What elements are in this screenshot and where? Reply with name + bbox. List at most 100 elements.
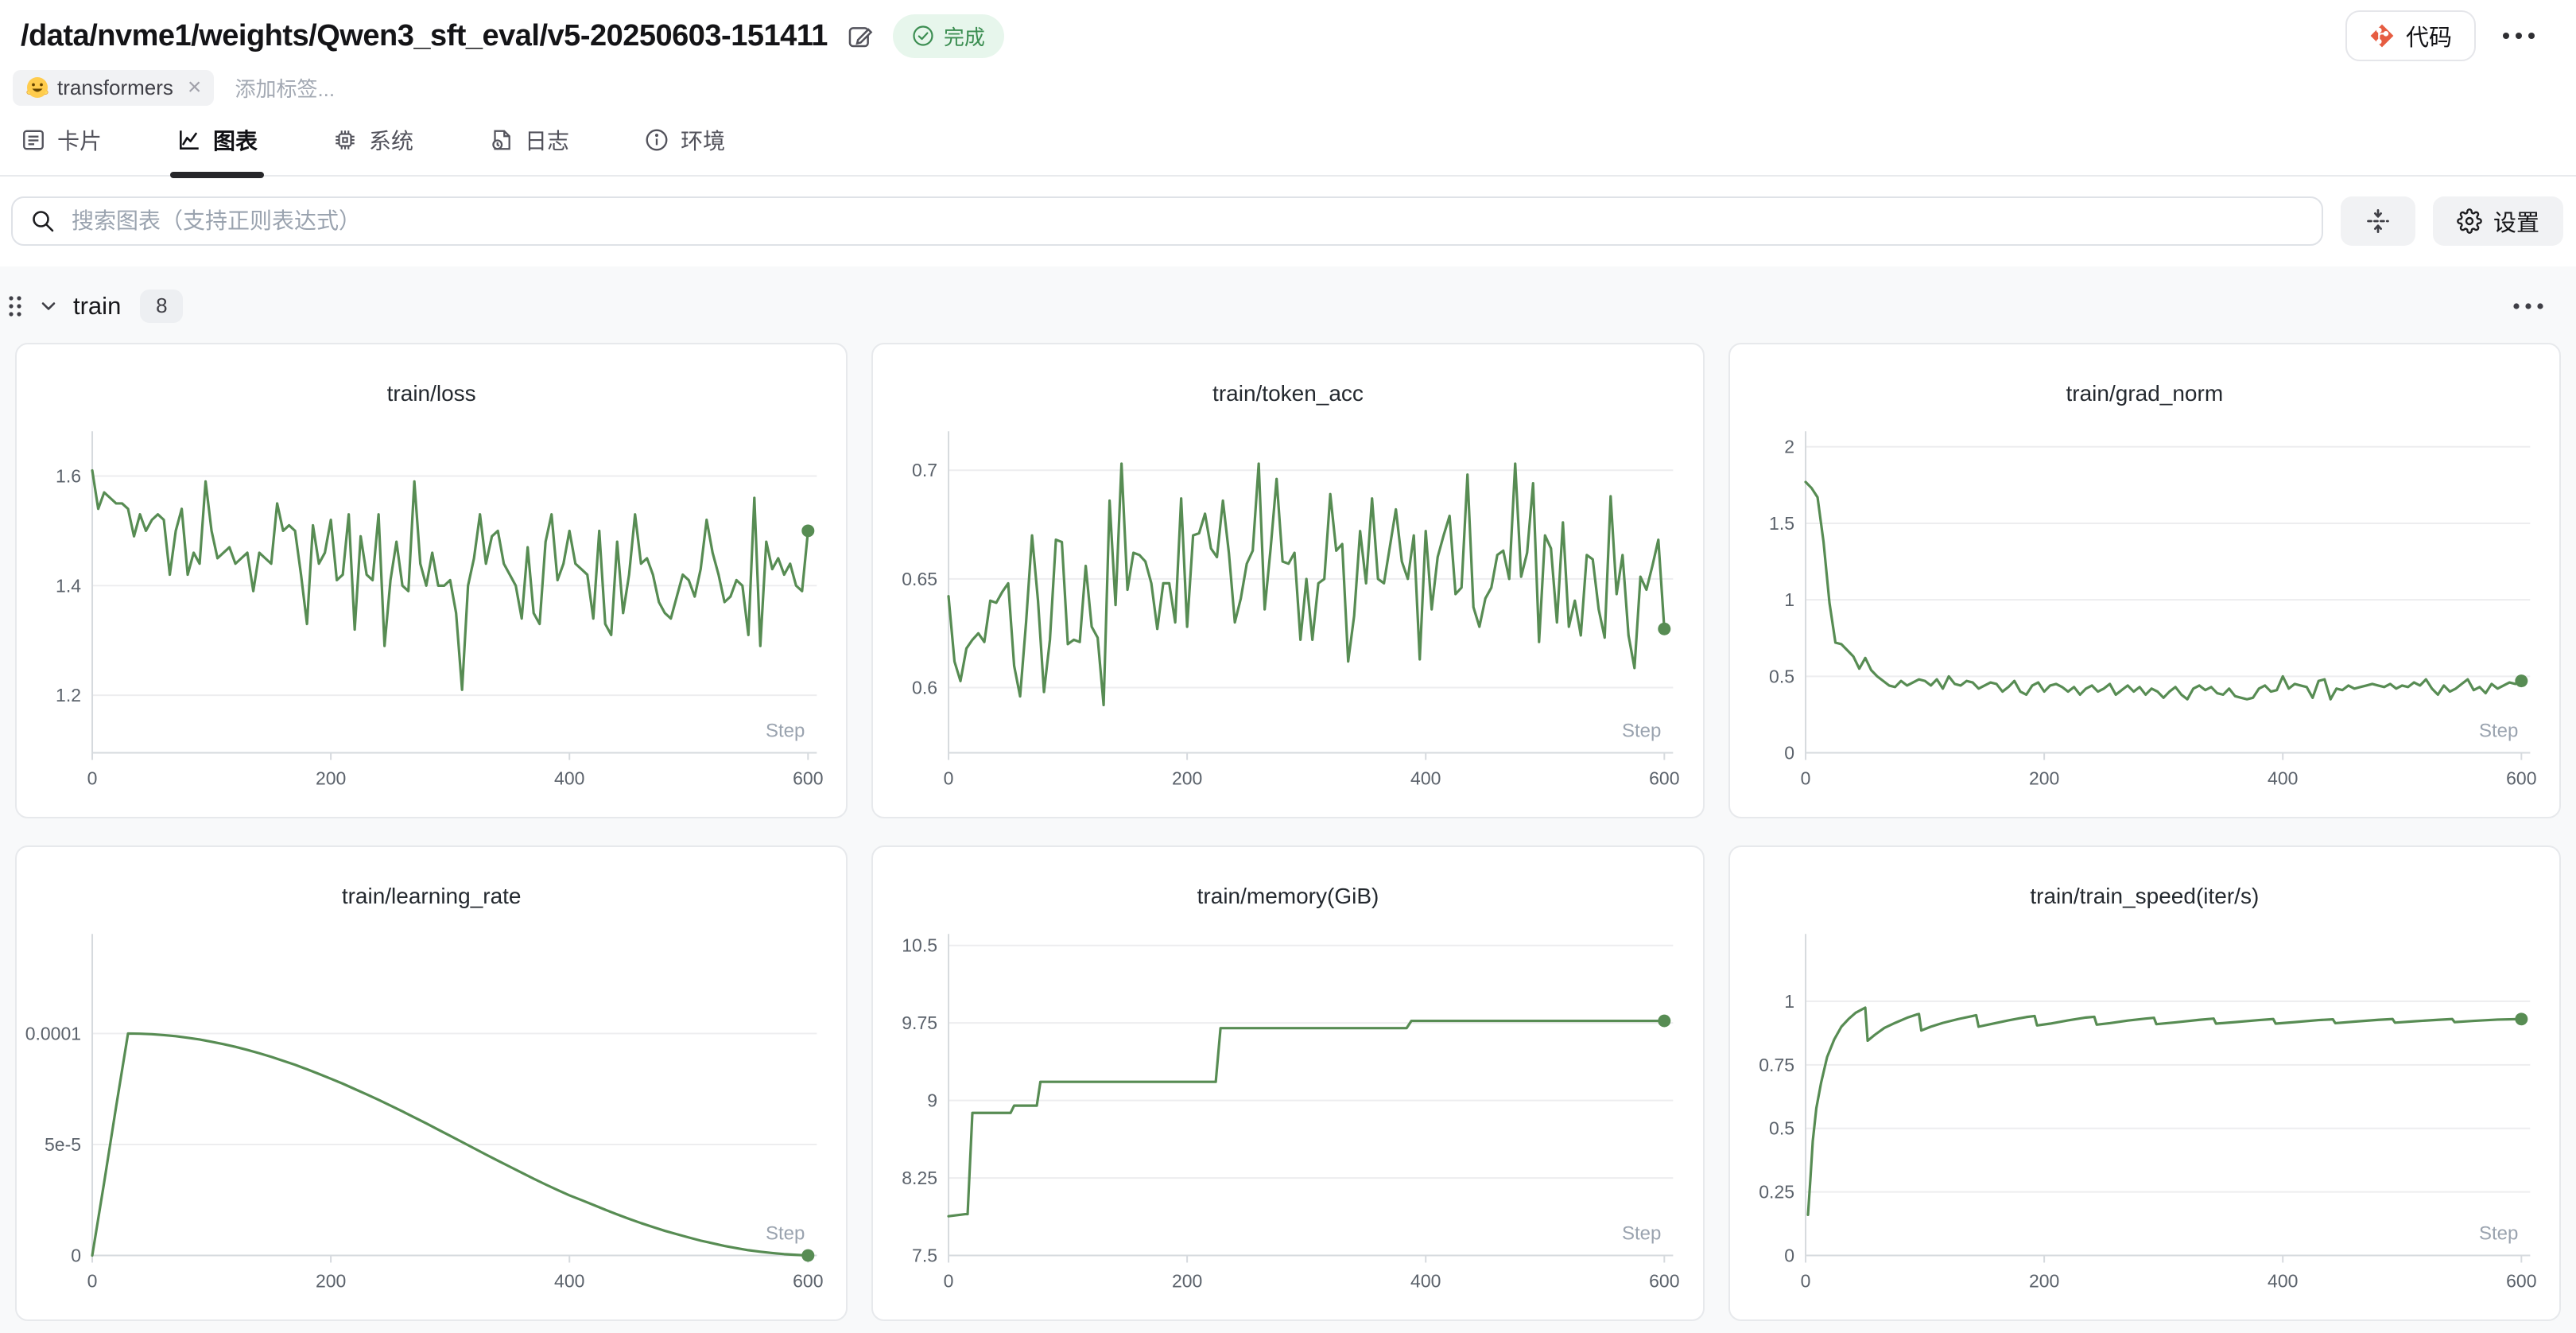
chart-card-train-speed: 0 0.25 0.5 0.75 1 0 200 400 600 Step train/train_… (1728, 845, 2561, 1321)
chart-title: train/learning_rate (341, 884, 522, 908)
svg-text:0.5: 0.5 (1769, 666, 1794, 686)
svg-text:200: 200 (316, 1270, 346, 1291)
chart-title: train/token_acc (1212, 381, 1364, 406)
train-grad-norm-plot[interactable]: 0 0.5 1 1.5 2 0 200 400 600 Step (1730, 344, 2559, 817)
tab-environment[interactable]: 环境 (644, 124, 725, 175)
train-loss-plot[interactable]: 1.2 1.4 1.6 0 200 400 600 Step (17, 344, 846, 817)
group-collapse-chevron[interactable] (38, 296, 59, 317)
svg-text:8.25: 8.25 (902, 1168, 938, 1188)
svg-text:Step: Step (766, 721, 805, 742)
group-more-button[interactable] (2512, 302, 2544, 310)
group-header-train: train 8 (0, 266, 2576, 343)
chart-card-train-loss: 1.2 1.4 1.6 0 200 400 600 Step train/loss (15, 343, 848, 818)
page-title: /data/nvme1/weights/Qwen3_sft_eval/v5-20… (21, 18, 828, 52)
svg-text:0.65: 0.65 (902, 569, 938, 589)
svg-text:0: 0 (71, 1246, 81, 1266)
tab-logs[interactable]: 日志 (488, 124, 569, 175)
svg-text:600: 600 (793, 1270, 823, 1291)
svg-text:Step: Step (1622, 1223, 1661, 1245)
svg-text:200: 200 (2029, 1270, 2059, 1291)
chart-card-train-grad-norm: 0 0.5 1 1.5 2 0 200 400 600 Step train/grad_norm (1728, 343, 2561, 818)
group-count-badge: 8 (140, 289, 184, 323)
svg-text:400: 400 (554, 768, 584, 788)
edit-pencil-icon (848, 27, 873, 48)
edit-title-button[interactable] (847, 22, 874, 49)
chart-title: train/grad_norm (2066, 381, 2224, 406)
chart-card-train-token-acc: 0.6 0.65 0.7 0 200 400 600 Step train/token_acc (871, 343, 1705, 818)
svg-text:600: 600 (2506, 1270, 2536, 1291)
chart-card-train-learning-rate: 0 5e-5 0.0001 0 200 400 600 Step train/learning… (15, 845, 848, 1321)
svg-text:0.7: 0.7 (912, 460, 937, 480)
tab-charts[interactable]: 图表 (170, 124, 265, 178)
svg-text:0: 0 (1800, 768, 1810, 788)
tab-label: 环境 (681, 129, 726, 154)
collapse-vertical-icon (2367, 209, 2389, 233)
svg-text:400: 400 (2268, 768, 2298, 788)
run-header: /data/nvme1/weights/Qwen3_sft_eval/v5-20… (0, 0, 2576, 178)
tab-label: 图表 (213, 129, 258, 154)
search-icon (33, 211, 54, 232)
tags-row: transformers × 添加标签... (0, 60, 2576, 107)
svg-text:0: 0 (944, 1270, 954, 1291)
svg-text:0.75: 0.75 (1759, 1055, 1794, 1075)
tab-system[interactable]: 系统 (332, 124, 413, 175)
train-speed-plot[interactable]: 0 0.25 0.5 0.75 1 0 200 400 600 Step (1730, 847, 2559, 1319)
code-button-label: 代码 (2405, 25, 2452, 51)
svg-text:1: 1 (1784, 589, 1794, 610)
svg-text:600: 600 (1649, 768, 1679, 788)
header-more-button[interactable] (2501, 31, 2536, 41)
add-tag-input[interactable]: 添加标签... (235, 76, 336, 101)
svg-text:0: 0 (87, 768, 98, 788)
tab-label: 系统 (369, 129, 414, 154)
chart-title: train/loss (386, 381, 476, 406)
tab-label: 日志 (525, 129, 570, 154)
svg-text:0.6: 0.6 (912, 678, 937, 698)
svg-text:200: 200 (316, 768, 346, 788)
svg-text:1.2: 1.2 (56, 685, 81, 705)
svg-text:7.5: 7.5 (912, 1246, 937, 1266)
chart-line-icon (180, 130, 199, 150)
svg-text:0.0001: 0.0001 (25, 1023, 81, 1043)
svg-text:600: 600 (793, 768, 823, 788)
svg-text:1: 1 (1784, 991, 1794, 1012)
settings-button[interactable]: 设置 (2432, 196, 2563, 246)
git-icon (2370, 24, 2394, 48)
svg-text:0: 0 (944, 768, 954, 788)
collapse-all-button[interactable] (2340, 196, 2415, 246)
chart-toolbar: 设置 (0, 177, 2576, 266)
cards-icon (23, 130, 44, 150)
gear-icon (2457, 208, 2482, 234)
svg-text:10.5: 10.5 (902, 935, 938, 956)
code-button[interactable]: 代码 (2345, 10, 2476, 61)
svg-text:1.6: 1.6 (56, 465, 81, 486)
train-token-acc-plot[interactable]: 0.6 0.65 0.7 0 200 400 600 Step (873, 344, 1702, 817)
ellipsis-icon (2513, 302, 2543, 309)
chart-title: train/memory(GiB) (1197, 884, 1379, 908)
tag-remove-icon[interactable]: × (187, 74, 202, 100)
train-memory-plot[interactable]: 7.5 8.25 9 9.75 10.5 0 200 400 600 Step (873, 847, 1702, 1319)
status-badge: 完成 (892, 14, 1004, 58)
svg-text:Step: Step (766, 1223, 805, 1245)
tab-cards[interactable]: 卡片 (21, 124, 102, 175)
svg-text:600: 600 (1649, 1270, 1679, 1291)
tab-bar: 卡片 图表 系统 (0, 107, 2576, 178)
svg-text:200: 200 (2029, 768, 2059, 788)
search-input[interactable] (70, 208, 2304, 235)
drag-handle[interactable] (3, 293, 27, 320)
title-row: /data/nvme1/weights/Qwen3_sft_eval/v5-20… (0, 0, 2576, 61)
tag-transformers[interactable]: transformers × (13, 69, 215, 106)
settings-button-label: 设置 (2493, 211, 2539, 236)
svg-text:0: 0 (1784, 743, 1794, 764)
svg-text:0.5: 0.5 (1769, 1118, 1794, 1139)
train-learning-rate-plot[interactable]: 0 5e-5 0.0001 0 200 400 600 Step (17, 847, 846, 1319)
svg-text:0: 0 (1784, 1246, 1794, 1266)
chart-search-box[interactable] (11, 196, 2323, 246)
svg-text:400: 400 (2268, 1270, 2298, 1291)
grip-dots-icon (9, 295, 21, 317)
svg-text:0: 0 (87, 1270, 98, 1291)
chevron-down-icon (41, 301, 56, 310)
svg-text:200: 200 (1172, 768, 1202, 788)
svg-text:400: 400 (1410, 1270, 1441, 1291)
svg-text:0: 0 (1800, 1270, 1810, 1291)
svg-text:2: 2 (1784, 437, 1794, 457)
